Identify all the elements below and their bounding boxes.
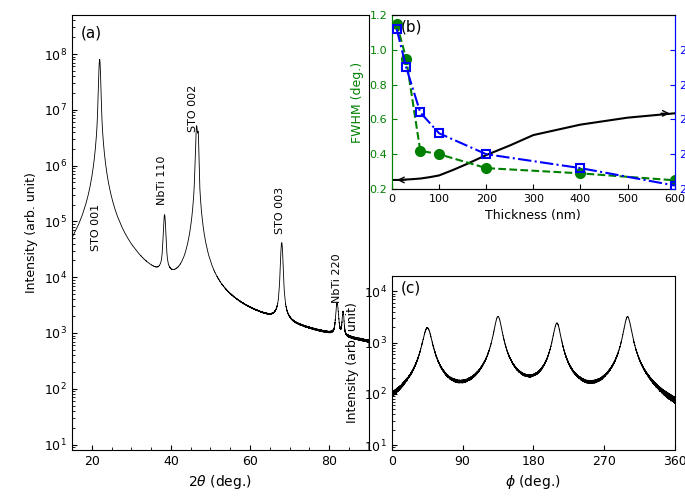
Text: (c): (c): [401, 280, 421, 295]
X-axis label: $\phi$ (deg.): $\phi$ (deg.): [506, 474, 561, 492]
Text: (a): (a): [81, 26, 102, 41]
Text: NbTi 220: NbTi 220: [332, 253, 342, 302]
Text: (b): (b): [401, 20, 422, 34]
Text: NbTi 110: NbTi 110: [157, 155, 167, 204]
Text: STO 002: STO 002: [188, 85, 198, 132]
Text: STO 001: STO 001: [92, 204, 101, 250]
X-axis label: $2\theta$ (deg.): $2\theta$ (deg.): [188, 474, 252, 492]
Text: STO 003: STO 003: [275, 186, 285, 234]
Y-axis label: Intensity (arb. unit): Intensity (arb. unit): [345, 302, 358, 424]
X-axis label: Thickness (nm): Thickness (nm): [486, 210, 582, 222]
Y-axis label: Intensity (arb. unit): Intensity (arb. unit): [25, 172, 38, 293]
Y-axis label: FWHM (deg.): FWHM (deg.): [351, 62, 364, 142]
